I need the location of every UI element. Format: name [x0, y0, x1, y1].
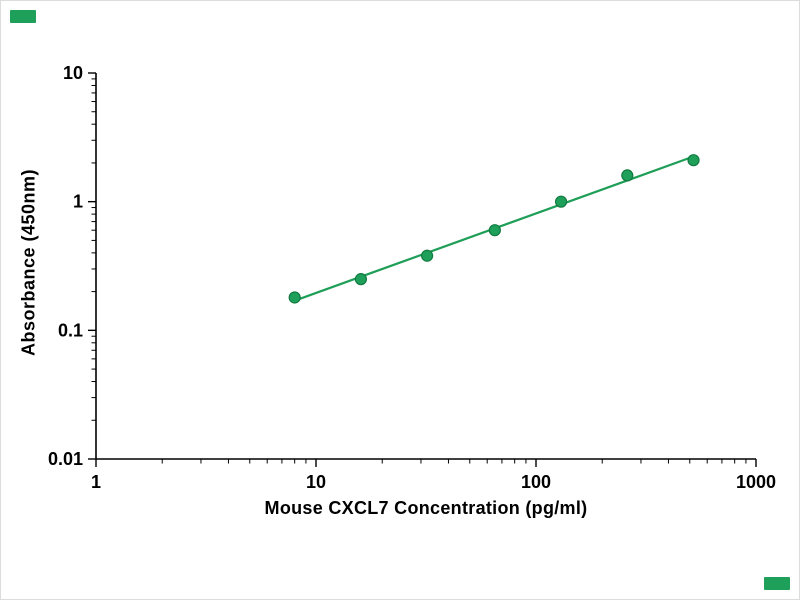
y-tick-label: 10 [63, 63, 83, 83]
data-point [687, 154, 700, 167]
data-point [421, 249, 434, 262]
x-tick-label: 1 [91, 472, 101, 492]
y-tick-label: 0.01 [48, 449, 83, 469]
watermark-block-bottom-right [764, 577, 790, 590]
y-tick-label: 0.1 [58, 320, 83, 340]
x-tick-label: 10 [306, 472, 326, 492]
data-point [288, 291, 301, 304]
x-axis-title: Mouse CXCL7 Concentration (pg/ml) [264, 498, 588, 518]
data-point [488, 224, 501, 237]
x-tick-label: 100 [521, 472, 551, 492]
y-tick-label: 1 [73, 192, 83, 212]
y-axis-title: Absorbance (450nm) [18, 168, 39, 357]
data-point [554, 195, 568, 208]
x-tick-label: 1000 [736, 472, 776, 492]
watermark-block-top-left [10, 10, 36, 23]
data-point [354, 273, 368, 286]
data-point [621, 169, 634, 182]
